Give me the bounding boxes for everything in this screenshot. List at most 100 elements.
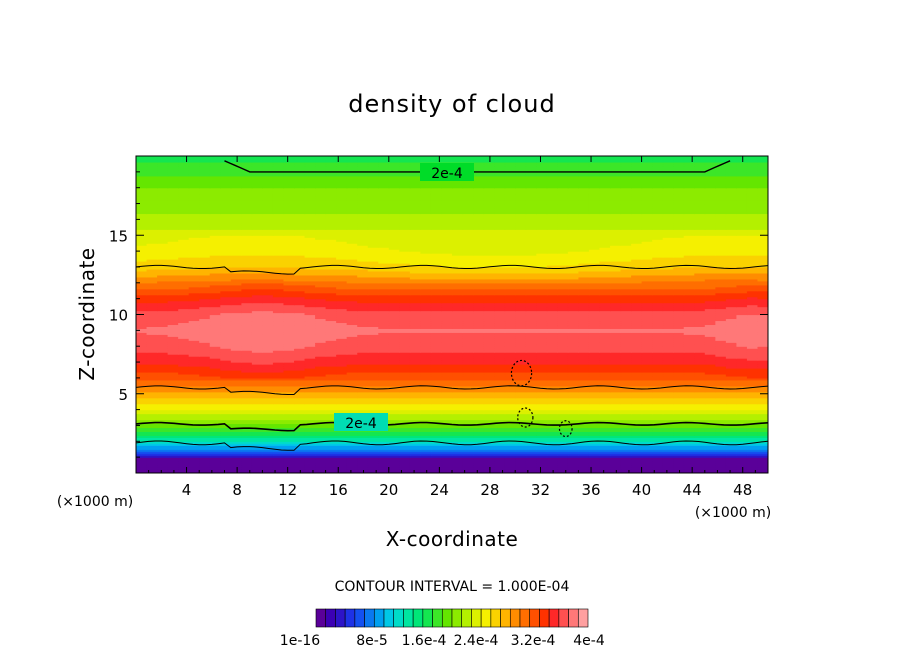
heatmap-cell <box>536 358 548 361</box>
heatmap-cell <box>662 467 674 470</box>
heatmap-cell <box>473 320 485 324</box>
heatmap-cell <box>378 344 390 347</box>
heatmap-cell <box>641 459 653 462</box>
heatmap-cell <box>430 352 443 355</box>
heatmap-cell <box>199 373 211 377</box>
heatmap-cell <box>430 467 443 470</box>
heatmap-cell <box>188 463 200 466</box>
heatmap-cell <box>409 328 421 331</box>
heatmap-cell <box>157 373 169 377</box>
heatmap-cell <box>736 356 748 359</box>
heatmap-cell <box>136 445 148 448</box>
heatmap-cell <box>357 385 369 389</box>
heatmap-cell <box>473 316 485 320</box>
heatmap-cell <box>504 393 516 397</box>
heatmap-cell <box>367 328 379 331</box>
heatmap-cell <box>557 467 569 470</box>
heatmap-cell <box>473 467 485 470</box>
heatmap-cell <box>494 407 506 411</box>
heatmap-cell <box>452 340 464 343</box>
heatmap-cell <box>567 411 579 415</box>
heatmap-cell <box>504 385 516 389</box>
heatmap-cell <box>378 364 390 367</box>
heatmap-cell <box>357 455 369 458</box>
heatmap-cell <box>757 465 768 468</box>
heatmap-cell <box>610 312 622 316</box>
heatmap-cell <box>504 336 516 339</box>
heatmap-cell <box>525 455 537 458</box>
heatmap-cell <box>262 431 274 434</box>
heatmap-cell <box>736 415 748 419</box>
heatmap-cell <box>325 445 337 448</box>
heatmap-cell <box>294 451 306 454</box>
heatmap-cell <box>725 409 737 413</box>
heatmap-cell <box>157 330 169 333</box>
heatmap-cell <box>209 415 221 419</box>
heatmap-cell <box>515 375 527 379</box>
heatmap-cell <box>346 431 358 434</box>
heatmap-cell <box>662 352 674 355</box>
heatmap-cell <box>167 451 179 454</box>
heatmap-cell <box>262 375 274 379</box>
heatmap-cell <box>567 310 579 314</box>
heatmap-cell <box>157 364 169 367</box>
heatmap-cell <box>283 425 295 429</box>
heatmap-cell <box>620 373 632 377</box>
heatmap-cell <box>494 471 506 473</box>
heatmap-cell <box>725 381 737 385</box>
heatmap-cell <box>567 324 579 327</box>
heatmap-cell <box>378 445 390 448</box>
heatmap-cell <box>641 463 653 466</box>
heatmap-cell <box>283 342 295 345</box>
heatmap-cell <box>378 451 390 454</box>
heatmap-cell <box>662 356 674 359</box>
heatmap-cell <box>631 334 643 337</box>
heatmap-cell <box>452 429 464 432</box>
heatmap-cell <box>462 328 474 331</box>
heatmap-cell <box>315 453 327 456</box>
heatmap-cell <box>599 427 611 431</box>
heatmap-cell <box>662 324 674 327</box>
heatmap-cell <box>641 383 653 387</box>
heatmap-cell <box>588 445 601 448</box>
heatmap-cell <box>325 419 337 423</box>
heatmap-cell <box>241 362 253 365</box>
heatmap-cell <box>230 312 242 316</box>
heatmap-cell <box>494 332 506 335</box>
heatmap-cell <box>683 399 695 403</box>
heatmap-cell <box>515 455 527 458</box>
heatmap-cell <box>610 465 622 468</box>
heatmap-cell <box>357 340 369 343</box>
heatmap-cell <box>304 344 316 347</box>
heatmap-cell <box>473 449 485 452</box>
heatmap-cell <box>515 437 527 440</box>
heatmap-cell <box>578 338 590 341</box>
heatmap-cell <box>588 393 601 397</box>
heatmap-cell <box>473 393 485 397</box>
heatmap-cell <box>146 366 158 369</box>
heatmap-cell <box>136 407 148 411</box>
heatmap-cell <box>178 441 190 444</box>
heatmap-cell <box>725 463 737 466</box>
heatmap-cell <box>167 419 179 423</box>
heatmap-cell <box>220 342 232 345</box>
heatmap-cell <box>220 451 232 454</box>
heatmap-cell <box>336 447 348 450</box>
heatmap-cell <box>452 389 464 393</box>
heatmap-cell <box>557 371 569 375</box>
heatmap-cell <box>694 318 706 322</box>
heatmap-cell <box>557 409 569 413</box>
heatmap-cell <box>746 401 759 405</box>
heatmap-cell <box>241 344 253 347</box>
heatmap-cell <box>357 445 369 448</box>
heatmap-cell <box>473 328 485 331</box>
heatmap-cell <box>631 407 643 411</box>
heatmap-cell <box>683 322 695 326</box>
heatmap-cell <box>178 369 190 373</box>
heatmap-cell <box>567 415 579 419</box>
heatmap-cell <box>694 342 706 345</box>
heatmap-cell <box>199 375 211 379</box>
heatmap-cell <box>357 320 369 324</box>
heatmap-cell <box>430 447 443 450</box>
heatmap-cell <box>662 314 674 318</box>
